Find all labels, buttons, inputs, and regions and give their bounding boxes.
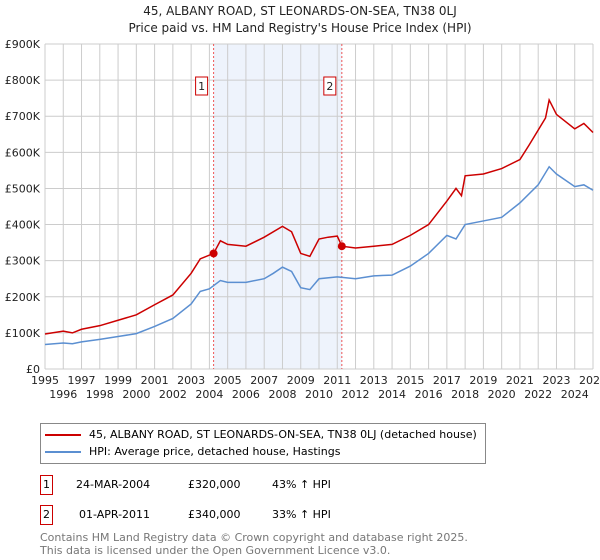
x-tick-label: 1997 [68,374,96,387]
y-tick-label: £600K [5,146,41,159]
x-tick-label: 2023 [542,374,570,387]
transaction-row: 1 24-MAR-2004 £320,000 43% ↑ HPI [40,475,600,495]
annotation-badge [323,76,337,96]
x-tick-label: 2018 [451,388,479,401]
footer-licence: This data is licensed under the Open Gov… [40,544,391,557]
x-tick-label: 2001 [141,374,169,387]
x-tick-label: 2024 [561,388,589,401]
x-tick-label: 2000 [122,388,150,401]
chart-subtitle: Price paid vs. HM Land Registry's House … [128,21,471,35]
transaction-price: £340,000 [188,508,241,521]
annotation-badge [195,76,209,96]
x-tick-label: 2009 [287,374,315,387]
transaction-row: 2 01-APR-2011 £340,000 33% ↑ HPI [40,505,600,525]
x-tick-label: 2004 [195,388,223,401]
x-tick-label: 2014 [378,388,406,401]
sale-marker [209,249,218,258]
series-line [44,165,594,346]
x-tick-label: 2011 [323,374,351,387]
x-tick-label: 1999 [104,374,132,387]
x-tick-label: 2016 [415,388,443,401]
y-tick-label: £200K [5,291,41,304]
x-tick-label: 2002 [159,388,187,401]
annotation-label: 1 [198,80,205,93]
x-tick-label: 1995 [31,374,59,387]
y-tick-label: £400K [5,219,41,232]
y-tick-label: £500K [5,182,41,195]
x-tick-label: 2025 [579,374,600,387]
x-tick-label: 2006 [232,388,260,401]
transaction-price: £320,000 [188,478,241,491]
x-tick-label: 2010 [305,388,333,401]
transaction-date: 01-APR-2011 [79,508,151,521]
transaction-date: 24-MAR-2004 [76,478,151,491]
x-tick-label: 2012 [342,388,370,401]
x-tick-label: 2007 [250,374,278,387]
legend: 45, ALBANY ROAD, ST LEONARDS-ON-SEA, TN3… [40,423,486,464]
x-tick-label: 2019 [469,374,497,387]
transaction-hpi: 33% ↑ HPI [272,508,331,521]
annotation-label: 2 [326,80,333,93]
chart-title: 45, ALBANY ROAD, ST LEONARDS-ON-SEA, TN3… [143,4,457,18]
legend-label: HPI: Average price, detached house, Hast… [89,445,341,458]
x-tick-label: 2020 [488,388,516,401]
legend-swatch-red [45,433,81,436]
y-tick-label: £700K [5,110,41,123]
legend-label: 45, ALBANY ROAD, ST LEONARDS-ON-SEA, TN3… [89,428,477,441]
x-tick-label: 2015 [396,374,424,387]
x-tick-label: 2003 [177,374,205,387]
sale-marker [337,242,346,251]
x-tick-label: 1996 [49,388,77,401]
price-chart: 45, ALBANY ROAD, ST LEONARDS-ON-SEA, TN3… [5,4,600,401]
x-tick-label: 2013 [360,374,388,387]
y-tick-label: £800K [5,74,41,87]
legend-item-property: 45, ALBANY ROAD, ST LEONARDS-ON-SEA, TN3… [45,428,477,441]
y-tick-label: £100K [5,327,41,340]
series-line [44,97,594,335]
legend-item-hpi: HPI: Average price, detached house, Hast… [45,445,477,458]
x-tick-label: 1998 [86,388,114,401]
transaction-badge: 1 [40,475,53,495]
y-tick-label: £0 [26,363,40,376]
footer-copyright: Contains HM Land Registry data © Crown c… [40,531,468,544]
y-tick-label: £300K [5,255,41,268]
x-tick-label: 2022 [524,388,552,401]
transaction-badge: 2 [40,505,53,525]
legend-swatch-blue [45,450,81,453]
transaction-hpi: 43% ↑ HPI [272,478,331,491]
x-tick-label: 2017 [433,374,461,387]
x-tick-label: 2008 [268,388,296,401]
shaded-period [213,44,342,369]
y-tick-label: £900K [5,38,41,51]
x-tick-label: 2005 [214,374,242,387]
x-tick-label: 2021 [506,374,534,387]
